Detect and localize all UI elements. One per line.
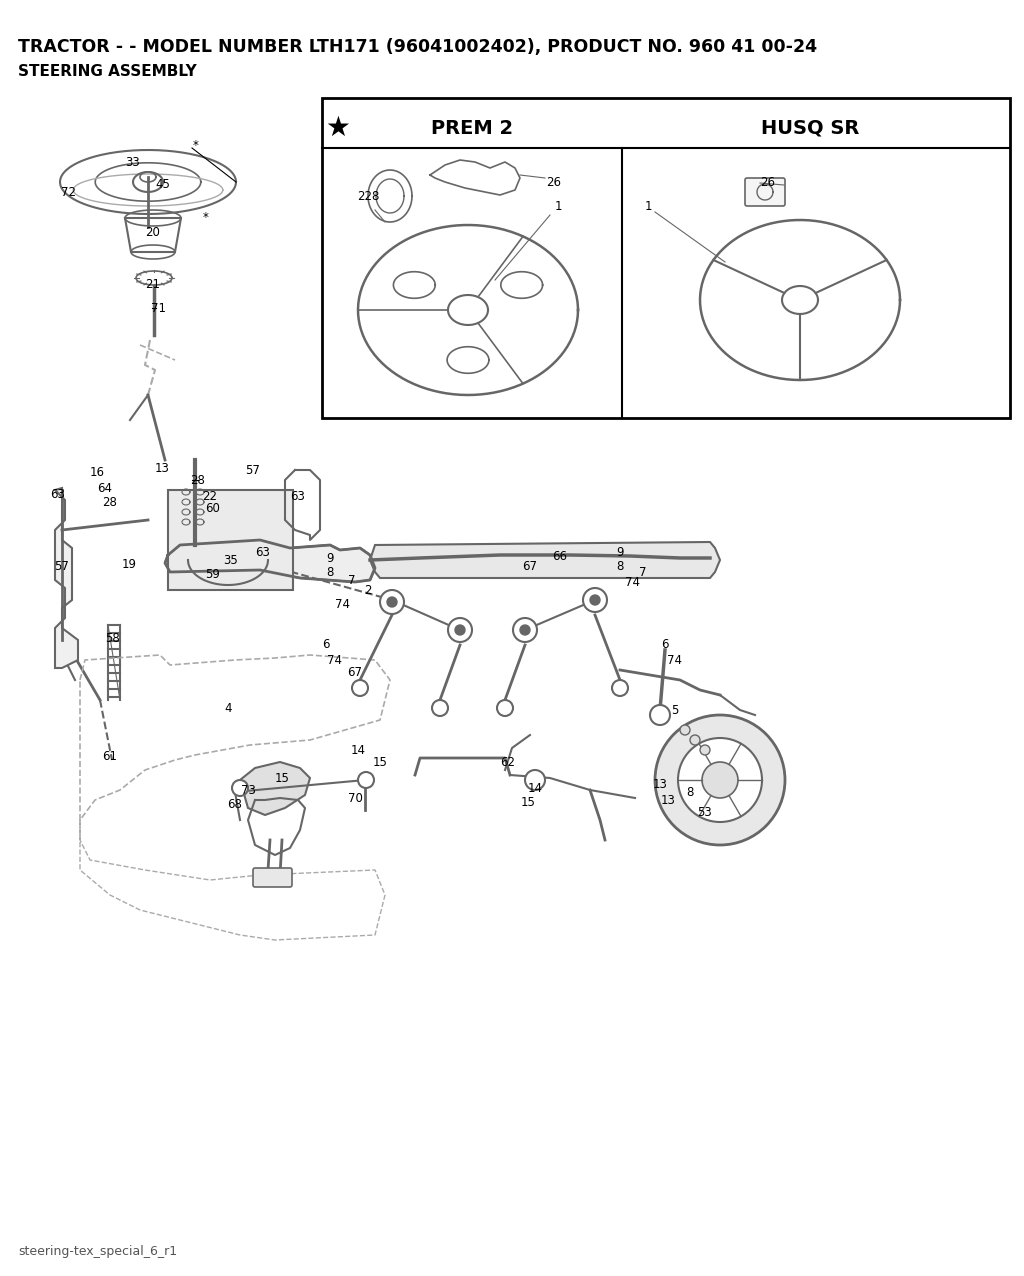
Text: 9: 9 xyxy=(616,546,624,559)
Text: 13: 13 xyxy=(155,462,169,475)
Text: 57: 57 xyxy=(54,559,70,573)
Text: PREM 2: PREM 2 xyxy=(431,119,513,138)
Text: 63: 63 xyxy=(50,489,66,501)
Text: 33: 33 xyxy=(126,157,140,170)
Text: 62: 62 xyxy=(501,755,515,768)
Text: 60: 60 xyxy=(206,501,220,514)
Text: 13: 13 xyxy=(660,794,676,806)
Text: 8: 8 xyxy=(327,565,334,578)
Text: 14: 14 xyxy=(350,744,366,757)
Text: TRACTOR - - MODEL NUMBER LTH171 (96041002402), PRODUCT NO. 960 41 00-24: TRACTOR - - MODEL NUMBER LTH171 (9604100… xyxy=(18,38,817,56)
Circle shape xyxy=(525,769,545,790)
Circle shape xyxy=(380,590,404,614)
Text: 67: 67 xyxy=(347,666,362,679)
Polygon shape xyxy=(370,542,720,578)
Text: 7: 7 xyxy=(348,573,355,587)
Text: 6: 6 xyxy=(662,638,669,652)
Circle shape xyxy=(612,680,628,695)
Text: 16: 16 xyxy=(89,467,104,480)
Circle shape xyxy=(449,618,472,642)
Text: 63: 63 xyxy=(291,490,305,503)
FancyBboxPatch shape xyxy=(253,868,292,887)
Circle shape xyxy=(655,715,785,845)
Text: steering-tex_special_6_r1: steering-tex_special_6_r1 xyxy=(18,1245,177,1258)
Bar xyxy=(322,98,1010,419)
Text: 53: 53 xyxy=(697,805,713,818)
Text: 6: 6 xyxy=(323,638,330,652)
Text: 74: 74 xyxy=(668,653,683,666)
Circle shape xyxy=(678,738,762,822)
Circle shape xyxy=(497,701,513,716)
Text: *: * xyxy=(203,212,209,225)
Text: 228: 228 xyxy=(356,190,379,203)
Text: 28: 28 xyxy=(190,473,206,486)
Text: 9: 9 xyxy=(327,551,334,564)
PathPatch shape xyxy=(55,487,78,669)
Text: 1: 1 xyxy=(554,200,562,213)
Circle shape xyxy=(455,625,465,635)
Text: *: * xyxy=(194,139,199,152)
Text: 5: 5 xyxy=(672,703,679,717)
Text: 66: 66 xyxy=(553,550,567,563)
Text: 68: 68 xyxy=(227,799,243,812)
Text: 20: 20 xyxy=(145,226,161,239)
Circle shape xyxy=(680,725,690,735)
Text: 63: 63 xyxy=(256,546,270,559)
Circle shape xyxy=(358,772,374,789)
Text: 15: 15 xyxy=(274,772,290,785)
Circle shape xyxy=(702,762,738,798)
Text: HUSQ SR: HUSQ SR xyxy=(761,119,859,138)
Text: 72: 72 xyxy=(60,186,76,199)
Text: 7: 7 xyxy=(639,565,647,578)
Text: 45: 45 xyxy=(156,179,170,191)
Text: 70: 70 xyxy=(347,791,362,804)
Circle shape xyxy=(513,618,537,642)
Circle shape xyxy=(520,625,530,635)
Text: 13: 13 xyxy=(652,778,668,791)
FancyBboxPatch shape xyxy=(745,177,785,205)
Circle shape xyxy=(690,735,700,745)
Text: 67: 67 xyxy=(522,559,538,573)
Circle shape xyxy=(432,701,449,716)
Circle shape xyxy=(583,588,607,612)
Text: 14: 14 xyxy=(527,781,543,795)
Text: 59: 59 xyxy=(206,568,220,581)
Text: 74: 74 xyxy=(335,597,349,610)
Text: 8: 8 xyxy=(686,786,693,799)
Polygon shape xyxy=(165,540,375,582)
Text: 74: 74 xyxy=(328,653,342,666)
Polygon shape xyxy=(240,762,310,815)
Text: 74: 74 xyxy=(626,575,640,588)
Circle shape xyxy=(650,706,670,725)
Text: 73: 73 xyxy=(241,783,255,796)
Text: 19: 19 xyxy=(122,558,136,570)
Text: 26: 26 xyxy=(761,176,775,190)
Text: 2: 2 xyxy=(365,583,372,596)
Circle shape xyxy=(232,780,248,796)
Text: 4: 4 xyxy=(224,702,231,715)
Text: ★: ★ xyxy=(326,114,350,142)
Text: STEERING ASSEMBLY: STEERING ASSEMBLY xyxy=(18,64,197,79)
Text: 28: 28 xyxy=(102,495,118,509)
Text: 61: 61 xyxy=(102,749,118,763)
Text: 71: 71 xyxy=(151,301,166,314)
Text: 21: 21 xyxy=(145,277,161,291)
Text: 35: 35 xyxy=(223,554,239,567)
Circle shape xyxy=(590,595,600,605)
Text: 22: 22 xyxy=(203,490,217,503)
Bar xyxy=(168,490,293,590)
Circle shape xyxy=(700,745,710,755)
Text: 15: 15 xyxy=(520,795,536,809)
Text: 57: 57 xyxy=(246,463,260,476)
Text: 26: 26 xyxy=(547,176,561,190)
Text: 1: 1 xyxy=(644,200,651,213)
Text: 64: 64 xyxy=(97,481,113,495)
Text: 8: 8 xyxy=(616,559,624,573)
Text: 15: 15 xyxy=(373,755,387,768)
Text: 58: 58 xyxy=(105,632,121,644)
Circle shape xyxy=(352,680,368,695)
Circle shape xyxy=(387,597,397,607)
